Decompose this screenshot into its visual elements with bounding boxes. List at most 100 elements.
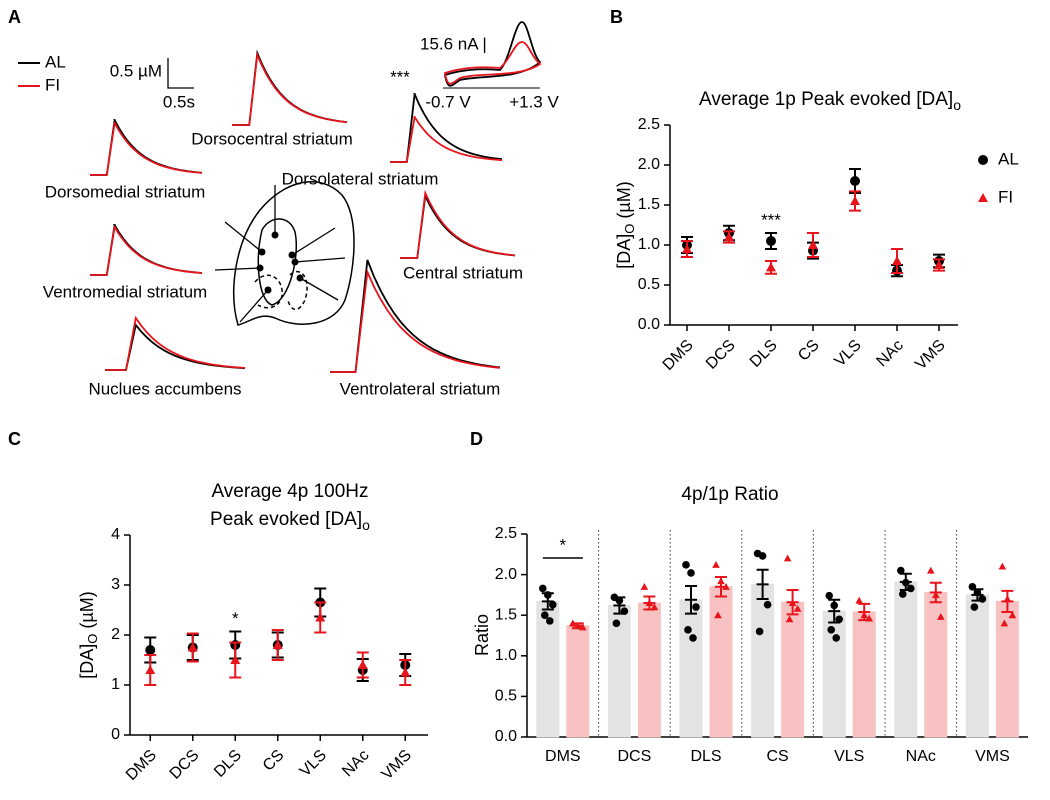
marker (998, 562, 1007, 570)
marker (1003, 595, 1012, 602)
y-tick-label: 2 (111, 626, 120, 643)
marker (968, 582, 977, 591)
trace (390, 116, 503, 163)
marker (892, 256, 902, 265)
y-tick-label: 0 (111, 726, 120, 743)
x-tick-label: NAc (906, 748, 936, 765)
marker (978, 595, 987, 603)
marker (1008, 611, 1017, 619)
marker (850, 196, 860, 205)
cv-scale: 15.6 nA | (420, 34, 487, 53)
bar (679, 599, 703, 738)
title-text: Average 4p 100Hz (211, 481, 368, 502)
y-tick-label: 1.5 (638, 196, 660, 213)
marker (682, 244, 692, 253)
marker (827, 626, 835, 634)
title-text: Average 1p Peak evoked [DA] (699, 89, 953, 110)
x-tick-label: DCS (703, 337, 739, 373)
marker (645, 599, 654, 607)
marker (755, 627, 764, 636)
panel-letter: A (8, 7, 21, 27)
y-axis-label-subscript: O (622, 224, 637, 234)
marker (785, 615, 794, 623)
x-tick-label: VMS (975, 748, 1010, 765)
y-axis-label-unit: (µM) (77, 591, 97, 633)
x-tick-label: VLS (297, 747, 330, 780)
marker (145, 665, 156, 674)
annotation: *** (761, 210, 781, 229)
brain-schematic (214, 181, 355, 326)
trace (90, 224, 203, 276)
trace (400, 192, 516, 259)
x-tick-label: DLS (747, 337, 781, 371)
trace (105, 315, 246, 371)
marker (763, 600, 772, 609)
marker (766, 262, 776, 272)
marker (724, 232, 734, 241)
marker (712, 561, 720, 568)
scale-x-label: 0.5s (163, 92, 195, 111)
region-label: Ventromedial striatum (43, 282, 207, 301)
y-tick-label: 1 (111, 676, 120, 693)
marker (1000, 619, 1009, 627)
trace (90, 119, 203, 176)
x-tick-label: CS (260, 747, 288, 775)
significance: *** (390, 67, 410, 86)
x-tick-label: VLS (831, 337, 864, 370)
annotation: * (559, 535, 566, 554)
y-tick-label: 0.0 (495, 728, 517, 745)
y-tick-label: 2.0 (638, 156, 660, 173)
marker (934, 260, 944, 269)
trace (330, 259, 501, 373)
y-tick-label: 2.0 (495, 566, 517, 583)
region-label: Dorsocentral striatum (191, 129, 353, 148)
marker (400, 667, 411, 677)
y-axis-label: Ratio (472, 614, 492, 656)
y-tick-label: 4 (111, 526, 120, 543)
bar (781, 601, 805, 738)
marker (932, 591, 940, 598)
marker (808, 240, 818, 249)
marker (937, 613, 945, 620)
region-label: Nuclues accumbens (88, 379, 241, 398)
marker (689, 634, 697, 642)
marker (579, 623, 587, 631)
x-tick-label: DMS (545, 748, 581, 765)
x-tick-label: DMS (660, 337, 697, 374)
marker (546, 617, 554, 625)
bar (637, 602, 661, 738)
marker (714, 611, 722, 619)
x-tick-label: VLS (834, 748, 864, 765)
bar (894, 581, 918, 738)
marker (544, 591, 552, 599)
x-tick-label: DCS (167, 747, 203, 783)
y-axis-label-unit: (µM) (614, 181, 634, 223)
marker (897, 566, 905, 575)
panel-letter: C (8, 429, 21, 449)
trace (390, 93, 503, 163)
legend-label: AL (998, 149, 1019, 168)
marker (187, 642, 198, 652)
legend-label: FI (998, 187, 1013, 206)
chart-title: Average 1p Peak evoked [DA]o (699, 89, 961, 113)
x-tick-label: VMS (379, 747, 416, 784)
marker (830, 601, 838, 610)
annotation: * (232, 609, 239, 628)
y-axis-label-text: [DA] (614, 234, 634, 269)
y-tick-label: 0.0 (638, 316, 660, 333)
cv-x-label: +1.3 V (509, 92, 559, 111)
marker (973, 588, 982, 597)
x-tick-label: DLS (211, 747, 245, 781)
marker (569, 619, 577, 627)
y-axis-label-text: Ratio (472, 614, 492, 656)
marker (682, 561, 690, 569)
region-label: Dorsolateral striatum (282, 169, 439, 188)
marker (717, 577, 725, 585)
cv-x-label: -0.7 V (425, 92, 471, 111)
panel-letter: B (610, 7, 623, 27)
marker (272, 640, 283, 649)
marker (692, 603, 700, 611)
marker (855, 596, 863, 604)
bar (566, 625, 590, 738)
x-tick-label: CS (795, 337, 823, 365)
